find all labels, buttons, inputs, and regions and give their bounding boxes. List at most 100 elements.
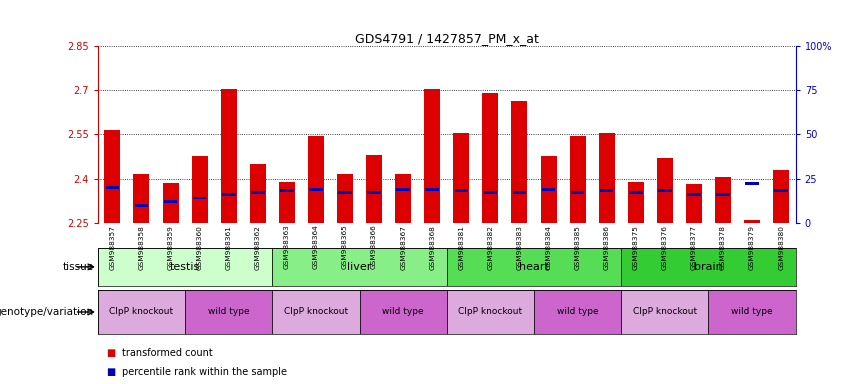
Title: GDS4791 / 1427857_PM_x_at: GDS4791 / 1427857_PM_x_at [355, 32, 539, 45]
Text: wild type: wild type [382, 308, 424, 316]
Bar [512, 191, 526, 194]
Bar [571, 191, 585, 194]
Bar [621, 248, 796, 286]
Bar [163, 183, 179, 223]
Text: GSM988358: GSM988358 [139, 225, 145, 270]
Text: GSM988364: GSM988364 [313, 225, 319, 270]
Text: GSM988365: GSM988365 [342, 225, 348, 270]
Text: wild type: wild type [731, 308, 773, 316]
Bar [483, 191, 497, 194]
Bar [163, 200, 177, 203]
Text: GSM988367: GSM988367 [400, 225, 406, 270]
Bar [687, 193, 700, 196]
Bar [709, 290, 796, 334]
Text: GSM988380: GSM988380 [778, 225, 784, 270]
Bar [337, 174, 353, 223]
Bar [250, 164, 266, 223]
Bar [534, 290, 621, 334]
Bar [483, 93, 499, 223]
Text: GSM988375: GSM988375 [633, 225, 639, 270]
Bar [397, 188, 410, 190]
Text: GSM988386: GSM988386 [603, 225, 609, 270]
Bar [621, 290, 708, 334]
Bar [540, 157, 557, 223]
Text: ClpP knockout: ClpP knockout [459, 308, 523, 316]
Bar [193, 197, 207, 199]
Bar [308, 136, 324, 223]
Bar [98, 248, 272, 286]
Text: ClpP knockout: ClpP knockout [284, 308, 348, 316]
Text: GSM988361: GSM988361 [226, 225, 231, 270]
Bar [368, 191, 381, 194]
Bar [279, 182, 294, 223]
Bar [134, 174, 150, 223]
Text: ClpP knockout: ClpP knockout [110, 308, 174, 316]
Text: GSM988379: GSM988379 [749, 225, 755, 270]
Bar [715, 177, 731, 223]
Text: GSM988385: GSM988385 [574, 225, 580, 270]
Text: GSM988363: GSM988363 [284, 225, 290, 270]
Bar [338, 191, 351, 194]
Bar [106, 186, 119, 189]
Bar [686, 184, 702, 223]
Text: GSM988378: GSM988378 [720, 225, 726, 270]
Text: GSM988376: GSM988376 [662, 225, 668, 270]
Bar [272, 248, 447, 286]
Bar [774, 189, 788, 192]
Text: GSM988357: GSM988357 [110, 225, 116, 270]
Text: wild type: wild type [557, 308, 598, 316]
Text: GSM988366: GSM988366 [371, 225, 377, 270]
Text: testis: testis [170, 262, 200, 272]
Bar [599, 133, 614, 223]
Bar [186, 290, 272, 334]
Bar [366, 155, 382, 223]
Text: tissue: tissue [62, 262, 94, 272]
Bar [395, 174, 411, 223]
Bar [629, 191, 643, 194]
Bar [426, 188, 439, 190]
Text: GSM988359: GSM988359 [168, 225, 174, 270]
Text: ■: ■ [106, 367, 116, 377]
Bar [280, 189, 294, 192]
Bar [658, 189, 671, 192]
Bar [454, 133, 469, 223]
Bar [447, 248, 621, 286]
Bar [272, 290, 360, 334]
Bar [717, 193, 730, 196]
Text: wild type: wild type [208, 308, 249, 316]
Bar [222, 193, 236, 196]
Bar [744, 220, 760, 223]
Text: GSM988377: GSM988377 [691, 225, 697, 270]
Bar [628, 182, 643, 223]
Bar [542, 188, 556, 190]
Text: GSM988382: GSM988382 [488, 225, 494, 270]
Text: heart: heart [519, 262, 549, 272]
Text: GSM988384: GSM988384 [545, 225, 551, 270]
Text: genotype/variation: genotype/variation [0, 307, 94, 317]
Bar [98, 290, 186, 334]
Bar [657, 158, 673, 223]
Bar [569, 136, 585, 223]
Text: GSM988368: GSM988368 [429, 225, 435, 270]
Bar [134, 204, 148, 207]
Bar [220, 89, 237, 223]
Bar [600, 189, 614, 192]
Bar [511, 101, 528, 223]
Text: ■: ■ [106, 348, 116, 358]
Text: transformed count: transformed count [122, 348, 213, 358]
Bar [105, 130, 120, 223]
Bar [774, 170, 789, 223]
Bar [251, 191, 265, 194]
Text: GSM988383: GSM988383 [517, 225, 523, 270]
Bar [359, 290, 447, 334]
Bar [745, 182, 759, 185]
Text: brain: brain [694, 262, 722, 272]
Bar [309, 188, 323, 190]
Bar [447, 290, 534, 334]
Text: percentile rank within the sample: percentile rank within the sample [122, 367, 287, 377]
Text: GSM988362: GSM988362 [254, 225, 260, 270]
Text: GSM988381: GSM988381 [459, 225, 465, 270]
Text: ClpP knockout: ClpP knockout [633, 308, 697, 316]
Text: GSM988360: GSM988360 [197, 225, 203, 270]
Bar [454, 189, 468, 192]
